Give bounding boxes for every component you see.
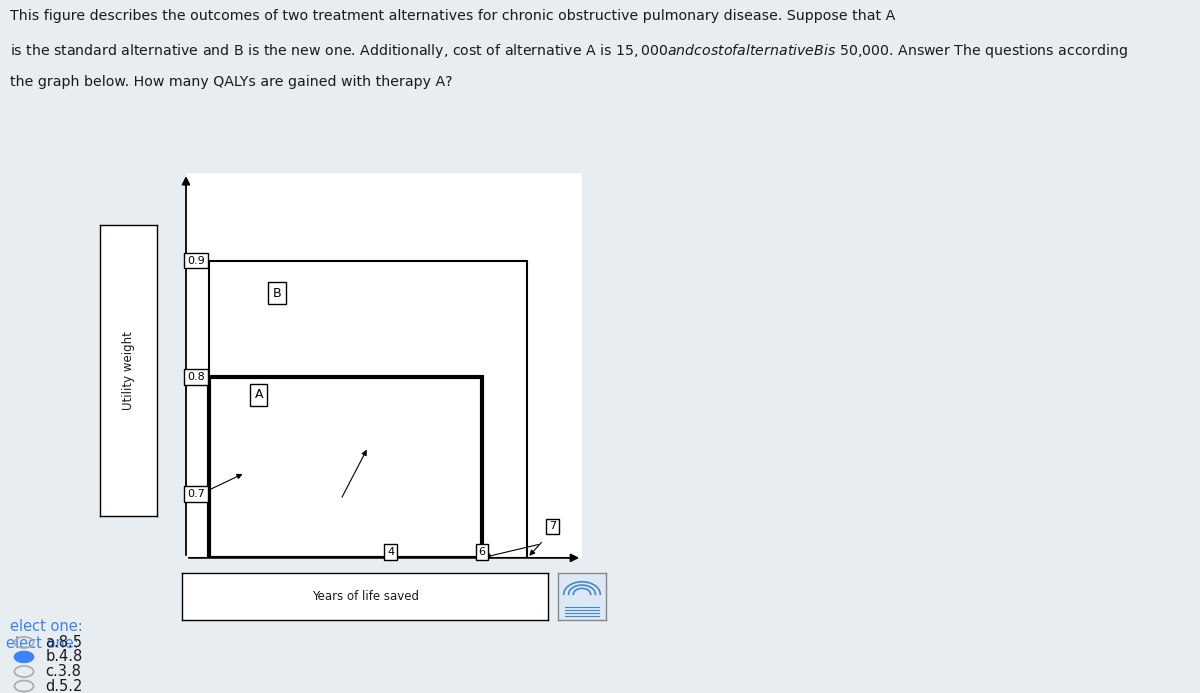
- Bar: [209, 377, 482, 558]
- Text: elect one:: elect one:: [10, 619, 83, 634]
- Text: 6: 6: [479, 547, 485, 557]
- Text: a.8.5: a.8.5: [46, 635, 83, 650]
- Text: This figure describes the outcomes of two treatment alternatives for chronic obs: This figure describes the outcomes of tw…: [10, 9, 895, 24]
- Text: 4: 4: [388, 547, 395, 557]
- Text: 0.8: 0.8: [187, 372, 205, 383]
- Text: is the standard alternative and B is the new one. Additionally, cost of alternat: is the standard alternative and B is the…: [10, 42, 1127, 60]
- Text: the graph below. How many QALYs are gained with therapy A?: the graph below. How many QALYs are gain…: [10, 75, 452, 89]
- Text: 0.9: 0.9: [187, 256, 205, 265]
- Text: 0.7: 0.7: [187, 489, 205, 499]
- Bar: [209, 261, 527, 558]
- Text: b.4.8: b.4.8: [46, 649, 83, 665]
- Text: A: A: [254, 388, 263, 401]
- Text: d.5.2: d.5.2: [46, 678, 83, 693]
- Text: 7: 7: [548, 521, 556, 532]
- Text: elect one:: elect one:: [6, 635, 79, 651]
- Text: Utility weight: Utility weight: [122, 331, 134, 410]
- Text: c.3.8: c.3.8: [46, 664, 82, 679]
- Text: B: B: [272, 287, 281, 300]
- Text: Years of life saved: Years of life saved: [312, 590, 419, 603]
